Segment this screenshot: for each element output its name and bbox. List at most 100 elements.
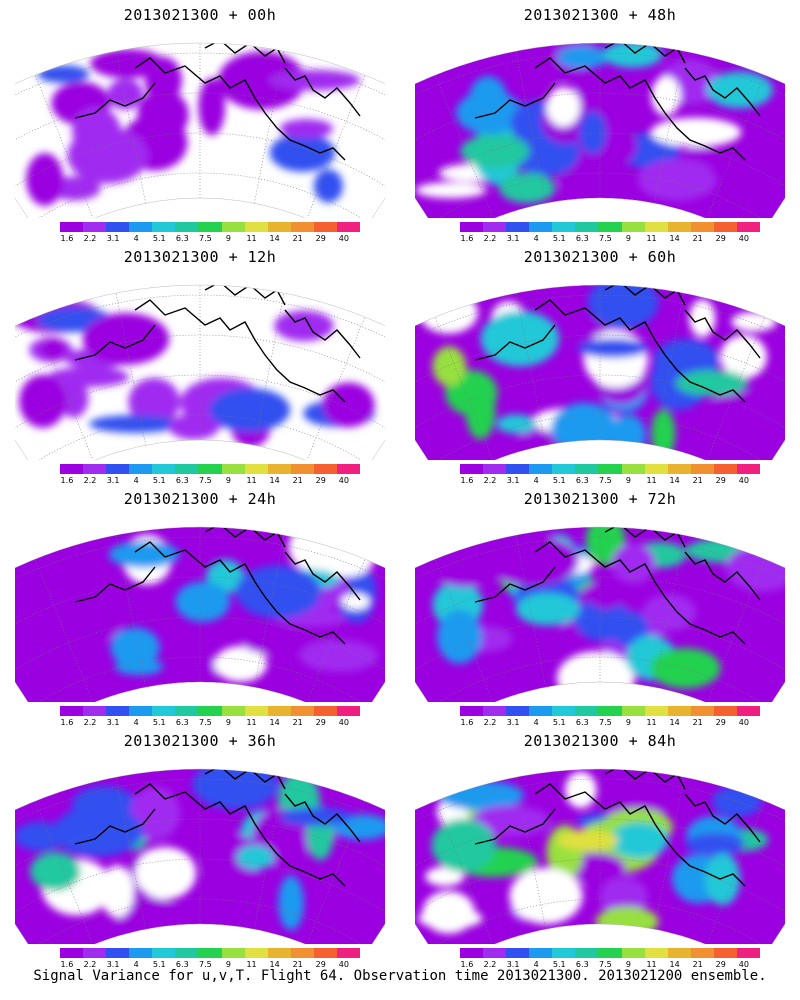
colorbar-swatch (575, 222, 599, 232)
variance-map (15, 42, 385, 218)
latitude-line (415, 132, 785, 190)
colorbar-swatch (129, 948, 153, 958)
colorbar-swatch (244, 464, 268, 474)
longitude-line (654, 293, 685, 446)
colorbar-tick-label: 40 (338, 960, 349, 969)
longitude-line (254, 777, 285, 930)
variance-blob (515, 593, 580, 626)
colorbar-swatch (621, 222, 645, 232)
colorbar-tick-label: 14 (669, 234, 680, 243)
colorbar-swatch (313, 464, 337, 474)
colorbar-swatch (667, 464, 691, 474)
variance-blob (268, 69, 361, 91)
colorbar-swatch (313, 222, 337, 232)
variance-blob (53, 805, 143, 857)
longitude-line (434, 800, 494, 944)
variance-map (415, 768, 785, 944)
variance-blob (192, 769, 278, 810)
variance-blob (269, 133, 336, 172)
variance-blob (320, 534, 376, 577)
colorbar-tick-label: 7.5 (599, 718, 612, 727)
colorbar-tick-label: 29 (715, 234, 726, 243)
colorbar-swatch (575, 706, 599, 716)
colorbar-tick-label: 11 (646, 476, 657, 485)
colorbar-tick-label: 14 (269, 960, 280, 969)
longitude-line (115, 535, 146, 688)
longitude-line (654, 777, 685, 930)
latitude-line (30, 656, 370, 702)
colorbar-swatch (483, 706, 507, 716)
latitude-line (15, 818, 385, 883)
colorbar-tick-label: 6.3 (575, 960, 589, 969)
colorbar-tick-label: 9 (225, 476, 231, 485)
colorbar-swatch (221, 464, 245, 474)
colorbar-tick-label: 14 (269, 476, 280, 485)
colorbar-swatch (198, 222, 222, 232)
variance-blob (610, 822, 669, 859)
colorbar-swatch (506, 464, 530, 474)
variance-blob (236, 845, 275, 870)
variance-blob (564, 771, 597, 809)
map-outline (415, 526, 785, 702)
variance-blob (650, 648, 721, 689)
variance-blob (278, 875, 304, 931)
colorbar-swatch (736, 222, 761, 232)
colorbar-tick-label: 3.1 (106, 718, 120, 727)
colorbar-tick-label: 14 (669, 718, 680, 727)
colorbar-swatch (575, 464, 599, 474)
colorbar-swatch (460, 706, 484, 716)
latitude-line (415, 92, 785, 157)
colorbar-tick-label: 5.1 (152, 718, 166, 727)
colorbar-swatch (152, 706, 176, 716)
colorbar-swatch (529, 222, 553, 232)
colorbar-tick-label: 9 (225, 960, 231, 969)
colorbar-ticks: 1.6 2.2 3.1 4 5.1 6.3 7.5 9 11 14 21 29 40 (60, 234, 360, 244)
variance-blob (15, 821, 66, 851)
longitude-line (434, 74, 494, 218)
colorbar-swatch (60, 948, 84, 958)
colorbar-tick-label: 21 (292, 960, 303, 969)
colorbar-swatch (529, 706, 553, 716)
longitude-line (306, 74, 366, 218)
colorbar-tick-label: 5.1 (552, 234, 566, 243)
colorbar-tick-label: 3.1 (106, 476, 120, 485)
variance-blob (341, 593, 370, 610)
variance-blob (651, 76, 681, 116)
colorbar-tick-label: 2.2 (483, 718, 497, 727)
colorbar-swatch (667, 706, 691, 716)
longitude-line (706, 558, 766, 702)
variance-blob (37, 65, 90, 83)
variance-blob (214, 645, 267, 682)
variance-blob (556, 45, 609, 69)
colorbar-tick-label: 9 (625, 476, 631, 485)
longitude-line (34, 74, 94, 218)
colorbar-swatch (575, 948, 599, 958)
colorbar-swatch (690, 222, 714, 232)
colorbar (60, 948, 361, 958)
colorbar-swatch (644, 948, 668, 958)
variance-blob (418, 291, 478, 334)
colorbar-swatch (736, 706, 761, 716)
colorbar-tick-label: 3.1 (106, 234, 120, 243)
colorbar-tick-label: 5.1 (152, 476, 166, 485)
variance-blob (36, 633, 83, 676)
variance-blob (137, 89, 189, 141)
variance-blob (144, 56, 183, 104)
colorbar-swatch (506, 948, 530, 958)
coastline (474, 285, 761, 403)
colorbar-swatch (313, 706, 337, 716)
colorbar-ticks: 1.6 2.2 3.1 4 5.1 6.3 7.5 9 11 14 21 29 40 (460, 960, 760, 970)
variance-map (15, 284, 385, 460)
longitude-line (654, 535, 685, 688)
latitude-line (15, 92, 385, 157)
colorbar-swatch (552, 948, 576, 958)
variance-blob (675, 369, 749, 397)
colorbar-tick-label: 14 (669, 476, 680, 485)
colorbar-swatch (313, 948, 337, 958)
longitude-line (306, 800, 366, 944)
colorbar (60, 706, 361, 716)
colorbar-tick-label: 11 (246, 476, 257, 485)
colorbar-tick-label: 29 (315, 476, 326, 485)
latitude-line (15, 616, 385, 674)
colorbar-tick-label: 5.1 (552, 960, 566, 969)
